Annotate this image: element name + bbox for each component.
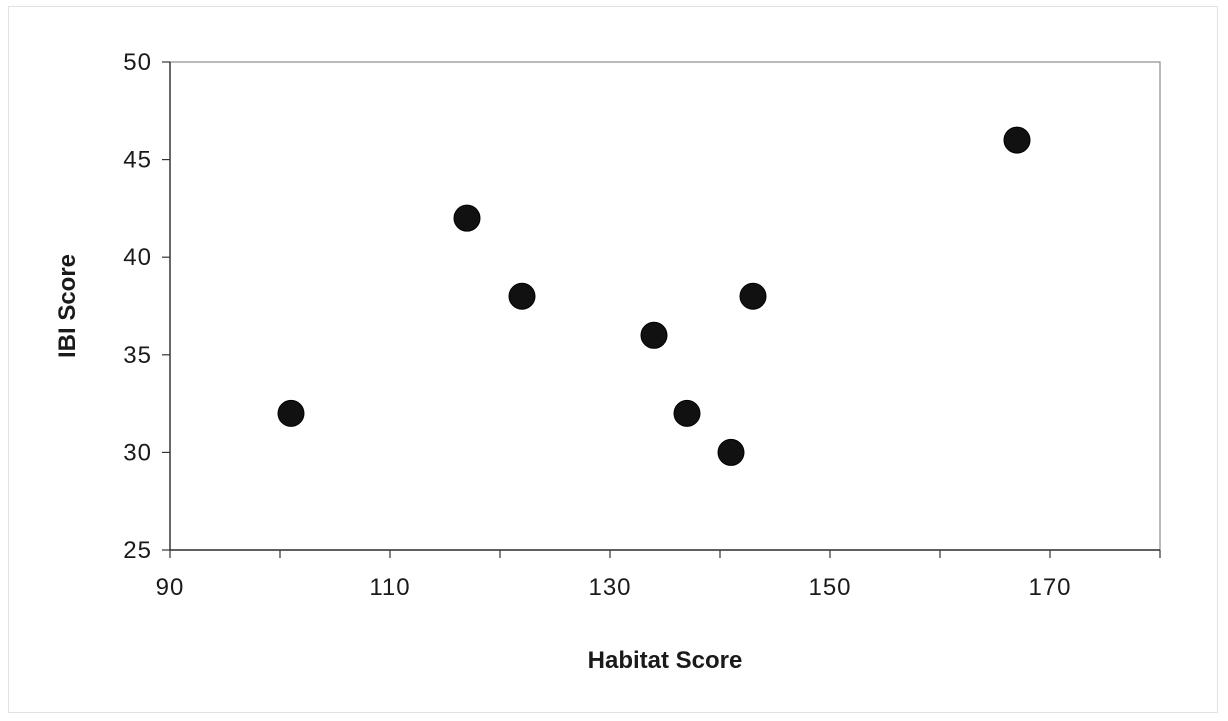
data-point <box>508 282 536 310</box>
axes: 25 30 35 40 45 50 90 110 130 150 170 <box>123 49 1161 601</box>
data-point <box>673 399 701 427</box>
data-points <box>277 126 1031 466</box>
y-tick-label: 40 <box>123 244 152 271</box>
y-tick-label: 35 <box>123 342 152 369</box>
data-point <box>1003 126 1031 154</box>
x-tick-label: 110 <box>369 574 410 601</box>
data-point <box>739 282 767 310</box>
data-point <box>277 399 305 427</box>
data-point <box>717 438 745 466</box>
data-point <box>453 204 481 232</box>
y-tick-label: 50 <box>123 49 152 76</box>
plot-area <box>169 61 1161 551</box>
x-tick-label: 150 <box>808 574 851 601</box>
x-tick-label: 90 <box>156 574 185 601</box>
y-axis-title: IBI Score <box>54 254 81 358</box>
x-tick-label: 130 <box>588 574 631 601</box>
y-tick-label: 25 <box>123 537 152 564</box>
y-tick-label: 45 <box>123 147 152 174</box>
x-axis-title: Habitat Score <box>588 647 743 674</box>
x-tick-label: 170 <box>1028 574 1071 601</box>
data-point <box>640 321 668 349</box>
y-tick-label: 30 <box>123 439 152 466</box>
